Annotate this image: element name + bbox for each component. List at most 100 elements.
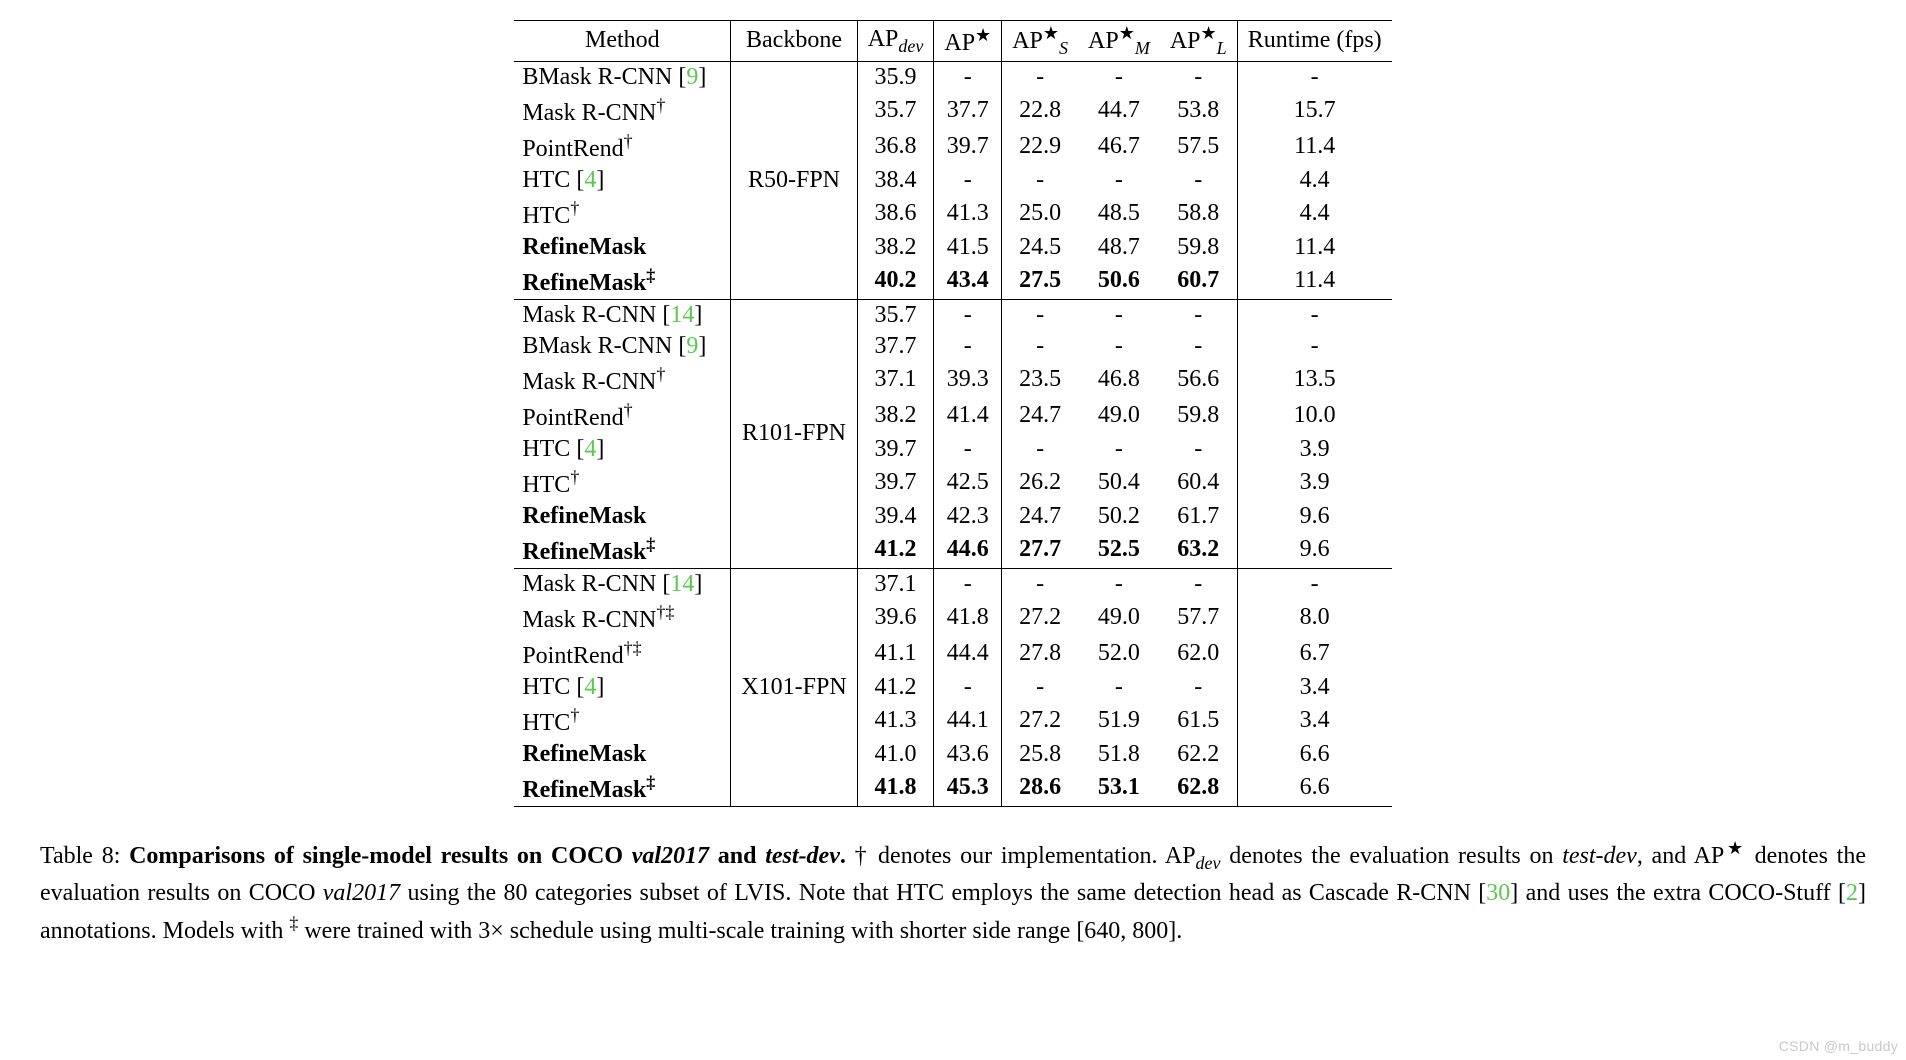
cell-runtime: 13.5 [1237, 362, 1391, 398]
cell-method: Mask R-CNN† [514, 93, 731, 129]
cell-method: Mask R-CNN† [514, 362, 731, 398]
cell-runtime: 15.7 [1237, 93, 1391, 129]
table-row: HTC [4]39.7----3.9 [514, 434, 1391, 465]
cite-30[interactable]: 30 [1486, 880, 1510, 906]
cell-runtime: 11.4 [1237, 129, 1391, 165]
watermark: CSDN @m_buddy [1779, 1038, 1898, 1054]
cite-link[interactable]: 4 [584, 167, 596, 193]
cell-apstar: 41.3 [934, 196, 1002, 232]
cite-link[interactable]: 4 [584, 674, 596, 700]
cell-apl: 57.7 [1160, 600, 1237, 636]
cell-apstar: - [934, 61, 1002, 93]
cell-apdev: 37.1 [857, 362, 934, 398]
cell-method: Mask R-CNN [14] [514, 568, 731, 600]
cell-apdev: 38.4 [857, 165, 934, 196]
cell-apdev: 38.2 [857, 232, 934, 263]
cell-apstar: - [934, 165, 1002, 196]
cell-apstar: - [934, 331, 1002, 362]
cell-runtime: 8.0 [1237, 600, 1391, 636]
cite-link[interactable]: 14 [670, 302, 694, 328]
cell-apdev: 37.1 [857, 568, 934, 600]
cite-link[interactable]: 14 [670, 571, 694, 597]
cell-aps: 26.2 [1002, 465, 1078, 501]
cell-apl: 61.7 [1160, 501, 1237, 532]
cell-apstar: - [934, 434, 1002, 465]
cell-method: RefineMask [514, 232, 731, 263]
cell-apl: 56.6 [1160, 362, 1237, 398]
cell-apstar: 42.5 [934, 465, 1002, 501]
table-row: RefineMask41.043.625.851.862.26.6 [514, 739, 1391, 770]
cell-runtime: 9.6 [1237, 501, 1391, 532]
cell-method: RefineMask‡ [514, 770, 731, 807]
cell-method: BMask R-CNN [9] [514, 331, 731, 362]
cell-apm: 48.5 [1078, 196, 1160, 232]
cell-aps: - [1002, 299, 1078, 331]
cell-apdev: 37.7 [857, 331, 934, 362]
cell-aps: - [1002, 434, 1078, 465]
cite-link[interactable]: 9 [686, 64, 698, 90]
cell-method: HTC† [514, 196, 731, 232]
table-row: PointRend†38.241.424.749.059.810.0 [514, 398, 1391, 434]
cell-apl: 62.2 [1160, 739, 1237, 770]
cell-method: RefineMask‡ [514, 532, 731, 569]
cell-apl: - [1160, 331, 1237, 362]
cell-backbone: R101-FPN [731, 299, 857, 568]
cell-runtime: 4.4 [1237, 196, 1391, 232]
table-row: HTC [4]38.4----4.4 [514, 165, 1391, 196]
cell-apm: 50.6 [1078, 263, 1160, 300]
cell-apl: 63.2 [1160, 532, 1237, 569]
cell-runtime: 3.9 [1237, 434, 1391, 465]
cell-apdev: 38.6 [857, 196, 934, 232]
cell-apdev: 41.2 [857, 672, 934, 703]
table-row: Mask R-CNN†‡39.641.827.249.057.78.0 [514, 600, 1391, 636]
cell-method: HTC† [514, 465, 731, 501]
cell-method: HTC† [514, 703, 731, 739]
table-row: HTC†38.641.325.048.558.84.4 [514, 196, 1391, 232]
cell-apl: - [1160, 61, 1237, 93]
cell-apm: 53.1 [1078, 770, 1160, 807]
cell-apstar: - [934, 568, 1002, 600]
cell-apstar: 37.7 [934, 93, 1002, 129]
cell-method: RefineMask [514, 501, 731, 532]
cell-apm: 49.0 [1078, 600, 1160, 636]
table-row: Mask R-CNN†35.737.722.844.753.815.7 [514, 93, 1391, 129]
cell-apl: 53.8 [1160, 93, 1237, 129]
header-row: Method Backbone APdev AP★ AP★S AP★M AP★L… [514, 21, 1391, 62]
table-row: RefineMask‡40.243.427.550.660.711.4 [514, 263, 1391, 300]
table-row: HTC [4]41.2----3.4 [514, 672, 1391, 703]
cell-apdev: 36.8 [857, 129, 934, 165]
cell-apdev: 41.1 [857, 636, 934, 672]
cell-aps: 23.5 [1002, 362, 1078, 398]
cell-apm: 44.7 [1078, 93, 1160, 129]
table-caption: Table 8: Comparisons of single-model res… [40, 835, 1866, 949]
table-row: Mask R-CNN [14]R101-FPN35.7----- [514, 299, 1391, 331]
cite-link[interactable]: 9 [686, 333, 698, 359]
cell-apm: 51.8 [1078, 739, 1160, 770]
cell-apstar: 44.1 [934, 703, 1002, 739]
cite-2[interactable]: 2 [1846, 880, 1858, 906]
cell-apm: 52.0 [1078, 636, 1160, 672]
cite-link[interactable]: 4 [584, 436, 596, 462]
cell-apm: - [1078, 434, 1160, 465]
cell-aps: 25.0 [1002, 196, 1078, 232]
cell-aps: 27.2 [1002, 600, 1078, 636]
cell-runtime: 11.4 [1237, 263, 1391, 300]
cell-apl: 59.8 [1160, 232, 1237, 263]
cell-apstar: 45.3 [934, 770, 1002, 807]
cell-aps: 22.9 [1002, 129, 1078, 165]
cell-apdev: 41.2 [857, 532, 934, 569]
cell-apm: 48.7 [1078, 232, 1160, 263]
col-apdev: APdev [857, 21, 934, 62]
cell-runtime: 4.4 [1237, 165, 1391, 196]
cell-aps: - [1002, 672, 1078, 703]
col-backbone: Backbone [731, 21, 857, 62]
cell-apl: 62.0 [1160, 636, 1237, 672]
cell-runtime: 6.6 [1237, 739, 1391, 770]
cell-apstar: - [934, 299, 1002, 331]
cell-apstar: 41.8 [934, 600, 1002, 636]
cell-aps: - [1002, 568, 1078, 600]
col-apl: AP★L [1160, 21, 1237, 62]
cell-apl: 59.8 [1160, 398, 1237, 434]
col-aps: AP★S [1002, 21, 1078, 62]
cell-aps: 27.7 [1002, 532, 1078, 569]
